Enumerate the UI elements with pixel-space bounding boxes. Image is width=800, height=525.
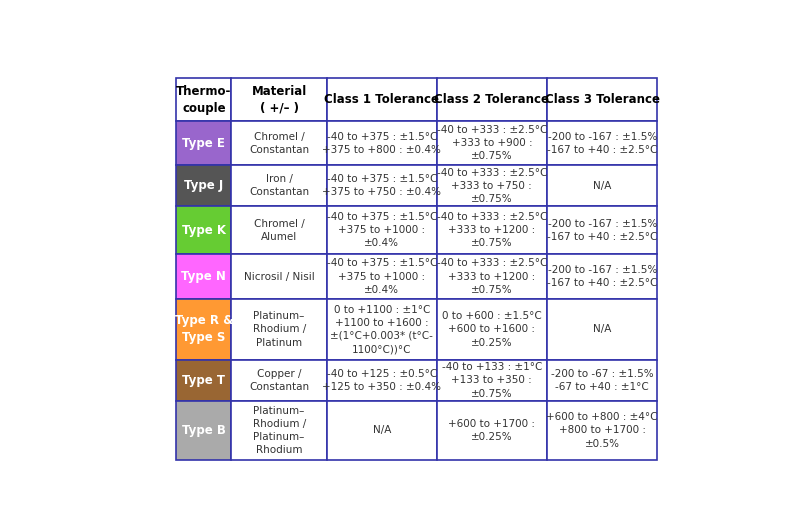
Bar xyxy=(231,299,327,360)
Text: N/A: N/A xyxy=(593,181,611,191)
Bar xyxy=(437,78,547,121)
Bar xyxy=(176,206,231,254)
Text: Type E: Type E xyxy=(182,136,226,150)
Bar xyxy=(231,78,327,121)
Text: -40 to +333 : ±2.5°C
+333 to +1200 :
±0.75%: -40 to +333 : ±2.5°C +333 to +1200 : ±0.… xyxy=(437,258,547,295)
Bar xyxy=(437,206,547,254)
Text: +600 to +1700 :
±0.25%: +600 to +1700 : ±0.25% xyxy=(448,419,535,442)
Text: Copper /
Constantan: Copper / Constantan xyxy=(249,369,310,392)
Text: -40 to +133 : ±1°C
+133 to +350 :
±0.75%: -40 to +133 : ±1°C +133 to +350 : ±0.75% xyxy=(442,362,542,398)
Bar xyxy=(437,165,547,206)
Bar xyxy=(176,165,231,206)
Bar xyxy=(547,299,658,360)
Bar xyxy=(437,299,547,360)
Text: Type R &
Type S: Type R & Type S xyxy=(174,314,233,344)
Bar xyxy=(176,299,231,360)
Text: Type N: Type N xyxy=(182,270,226,283)
Text: -200 to -67 : ±1.5%
-67 to +40 : ±1°C: -200 to -67 : ±1.5% -67 to +40 : ±1°C xyxy=(551,369,654,392)
Text: 0 to +1100 : ±1°C
+1100 to +1600 :
±(1°C+0.003* (t°C-
1100°C))°C: 0 to +1100 : ±1°C +1100 to +1600 : ±(1°C… xyxy=(330,304,434,354)
Text: Type K: Type K xyxy=(182,224,226,237)
Text: -40 to +375 : ±1.5°C
+375 to +800 : ±0.4%: -40 to +375 : ±1.5°C +375 to +800 : ±0.4… xyxy=(322,132,442,155)
Text: Platinum–
Rhodium /
Platinum: Platinum– Rhodium / Platinum xyxy=(253,311,306,348)
Bar xyxy=(327,360,437,401)
Bar xyxy=(547,360,658,401)
Bar xyxy=(547,165,658,206)
Text: Type B: Type B xyxy=(182,424,226,437)
Bar xyxy=(327,401,437,460)
Text: Type T: Type T xyxy=(182,374,226,387)
Bar xyxy=(547,121,658,165)
Text: Class 1 Tolerance: Class 1 Tolerance xyxy=(324,93,439,106)
Bar xyxy=(176,121,231,165)
Bar xyxy=(547,78,658,121)
Bar xyxy=(437,360,547,401)
Text: Chromel /
Constantan: Chromel / Constantan xyxy=(249,132,310,155)
Bar xyxy=(231,206,327,254)
Text: Platinum–
Rhodium /
Platinum–
Rhodium: Platinum– Rhodium / Platinum– Rhodium xyxy=(253,405,306,455)
Bar xyxy=(327,254,437,299)
Bar xyxy=(327,165,437,206)
Bar xyxy=(231,401,327,460)
Bar xyxy=(437,254,547,299)
Bar xyxy=(176,78,231,121)
Bar xyxy=(176,401,231,460)
Bar xyxy=(176,254,231,299)
Text: -200 to -167 : ±1.5%
-167 to +40 : ±2.5°C: -200 to -167 : ±1.5% -167 to +40 : ±2.5°… xyxy=(547,265,658,288)
Text: N/A: N/A xyxy=(593,324,611,334)
Text: Material
( +/– ): Material ( +/– ) xyxy=(251,85,307,114)
Text: Class 3 Tolerance: Class 3 Tolerance xyxy=(545,93,660,106)
Text: Iron /
Constantan: Iron / Constantan xyxy=(249,174,310,197)
Text: Type J: Type J xyxy=(184,180,223,192)
Text: -40 to +333 : ±2.5°C
+333 to +750 :
±0.75%: -40 to +333 : ±2.5°C +333 to +750 : ±0.7… xyxy=(437,167,547,204)
Text: Chromel /
Alumel: Chromel / Alumel xyxy=(254,219,305,242)
Text: N/A: N/A xyxy=(373,425,391,435)
Bar xyxy=(327,78,437,121)
Text: 0 to +600 : ±1.5°C
+600 to +1600 :
±0.25%: 0 to +600 : ±1.5°C +600 to +1600 : ±0.25… xyxy=(442,311,542,348)
Bar xyxy=(231,360,327,401)
Bar xyxy=(547,254,658,299)
Bar xyxy=(327,299,437,360)
Bar xyxy=(437,401,547,460)
Text: -40 to +125 : ±0.5°C
+125 to +350 : ±0.4%: -40 to +125 : ±0.5°C +125 to +350 : ±0.4… xyxy=(322,369,442,392)
Text: Nicrosil / Nisil: Nicrosil / Nisil xyxy=(244,271,314,281)
Text: Class 2 Tolerance: Class 2 Tolerance xyxy=(434,93,550,106)
Text: -40 to +375 : ±1.5°C
+375 to +1000 :
±0.4%: -40 to +375 : ±1.5°C +375 to +1000 : ±0.… xyxy=(326,212,437,248)
Bar xyxy=(547,206,658,254)
Bar xyxy=(231,254,327,299)
Bar xyxy=(437,121,547,165)
Bar xyxy=(176,360,231,401)
Bar xyxy=(327,121,437,165)
Text: -40 to +333 : ±2.5°C
+333 to +900 :
±0.75%: -40 to +333 : ±2.5°C +333 to +900 : ±0.7… xyxy=(437,125,547,161)
Text: -40 to +333 : ±2.5°C
+333 to +1200 :
±0.75%: -40 to +333 : ±2.5°C +333 to +1200 : ±0.… xyxy=(437,212,547,248)
Bar xyxy=(547,401,658,460)
Bar xyxy=(231,121,327,165)
Text: +600 to +800 : ±4°C
+800 to +1700 :
±0.5%: +600 to +800 : ±4°C +800 to +1700 : ±0.5… xyxy=(546,412,658,448)
Text: -40 to +375 : ±1.5°C
+375 to +750 : ±0.4%: -40 to +375 : ±1.5°C +375 to +750 : ±0.4… xyxy=(322,174,442,197)
Text: -200 to -167 : ±1.5%
-167 to +40 : ±2.5°C: -200 to -167 : ±1.5% -167 to +40 : ±2.5°… xyxy=(547,219,658,242)
Text: -200 to -167 : ±1.5%
-167 to +40 : ±2.5°C: -200 to -167 : ±1.5% -167 to +40 : ±2.5°… xyxy=(547,132,658,155)
Bar xyxy=(231,165,327,206)
Bar xyxy=(327,206,437,254)
Text: -40 to +375 : ±1.5°C
+375 to +1000 :
±0.4%: -40 to +375 : ±1.5°C +375 to +1000 : ±0.… xyxy=(326,258,437,295)
Text: Thermo-
couple: Thermo- couple xyxy=(176,85,231,114)
